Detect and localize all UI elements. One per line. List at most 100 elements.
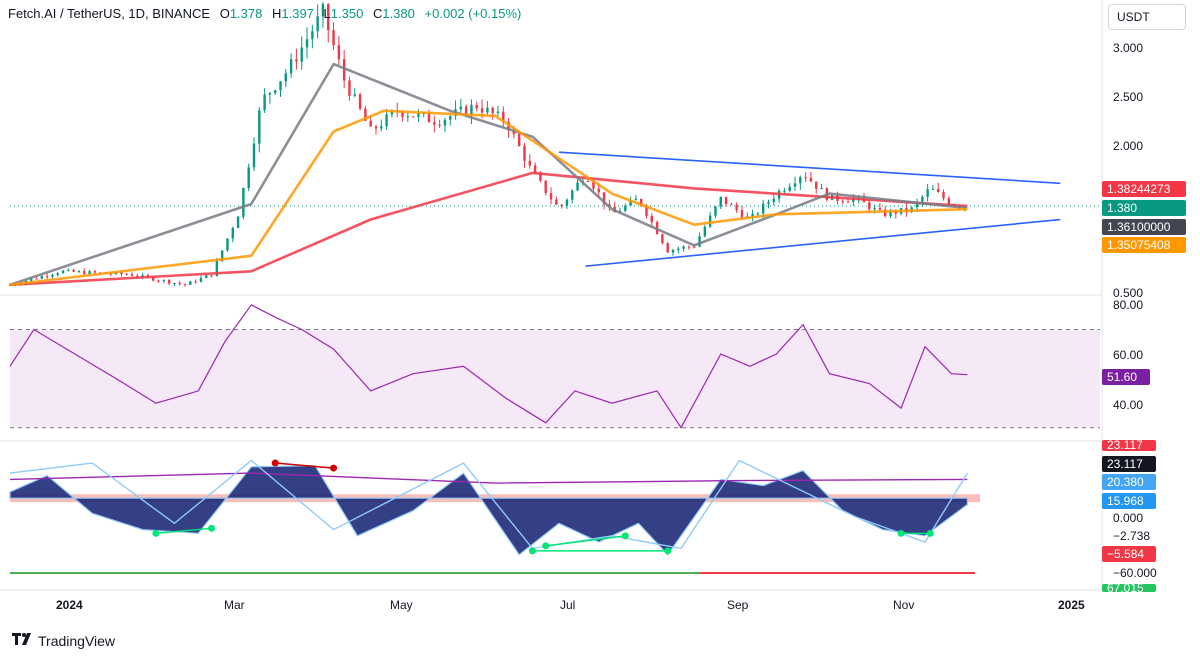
osc-value-tag: 23.117 <box>1102 440 1156 451</box>
close-value: 1.380 <box>382 6 415 21</box>
osc-value-tag: −5.584 <box>1102 546 1156 562</box>
candle-body <box>390 111 394 115</box>
candle-body <box>247 167 250 189</box>
candle-body <box>799 177 802 184</box>
candle-body <box>730 204 733 206</box>
tradingview-logo-icon <box>12 632 34 649</box>
candle-body <box>942 192 945 199</box>
candle-body <box>274 90 277 93</box>
price-tick: 2.500 <box>1113 90 1144 104</box>
candle-body <box>693 246 696 248</box>
candle-body <box>528 160 532 166</box>
candle-body <box>671 249 675 253</box>
candle-body <box>793 183 797 187</box>
candle-body <box>502 111 505 122</box>
candle-body <box>374 126 378 129</box>
candle-body <box>719 196 722 207</box>
candle-body <box>88 271 91 275</box>
candle-body <box>268 92 272 95</box>
candle-body <box>45 276 49 278</box>
candle-body <box>321 4 325 17</box>
candle-body <box>353 94 356 96</box>
candle-body <box>178 283 181 285</box>
divergence-dot <box>542 542 550 550</box>
candle-body <box>470 104 473 115</box>
candle-body <box>480 108 484 113</box>
divergence-dot <box>897 529 905 537</box>
candle-body <box>8 284 12 286</box>
divergence-dot <box>330 464 338 472</box>
candle-body <box>724 196 728 205</box>
candle-body <box>687 246 691 248</box>
candle-body <box>215 260 219 276</box>
candle-body <box>401 111 404 118</box>
osc-value-tag: 20.380 <box>1102 474 1156 490</box>
candle-body <box>846 201 850 203</box>
candle-body <box>364 108 367 121</box>
candle-body <box>592 181 595 189</box>
candle-body <box>449 116 452 120</box>
brand-footer[interactable]: TradingView <box>12 632 115 649</box>
candle-body <box>576 182 579 191</box>
rsi-tick: 60.00 <box>1113 348 1144 362</box>
candle-body <box>544 180 547 194</box>
candle-body <box>915 201 919 208</box>
osc-line <box>9 472 968 484</box>
candle-body <box>560 204 563 206</box>
candle-body <box>756 213 760 215</box>
candle-body <box>809 177 813 182</box>
candle-body <box>677 248 680 250</box>
moving-average-line <box>9 62 968 287</box>
candle-body <box>496 111 500 114</box>
candle-body <box>141 275 144 277</box>
candle-body <box>109 273 112 275</box>
ma-orange-value-tag: 1.35075408 <box>1102 237 1186 253</box>
candle-body <box>767 202 770 204</box>
brand-name: TradingView <box>38 632 116 649</box>
candle-body <box>358 94 362 109</box>
ma-red-value-tag: 1.38244273 <box>1102 181 1186 197</box>
candle-body <box>305 39 309 48</box>
price-tick: 3.000 <box>1113 41 1144 55</box>
candle-body <box>873 207 876 210</box>
candle-body <box>883 209 887 217</box>
osc-value-tag: 23.117 <box>1102 456 1156 472</box>
divergence-dot <box>664 547 672 555</box>
candle-body <box>804 177 807 179</box>
divergence-dot <box>152 529 160 537</box>
time-tick: Jul <box>560 598 576 612</box>
candle-body <box>889 210 892 217</box>
candle-body <box>348 80 351 96</box>
candle-body <box>242 188 245 217</box>
candle-body <box>459 106 463 110</box>
osc-wave-area <box>9 464 969 556</box>
osc-value-tag: 67.015 <box>1102 584 1156 592</box>
candle-body <box>220 250 224 261</box>
candle-body <box>937 188 940 193</box>
divergence-dot <box>621 532 629 540</box>
candle-body <box>735 204 738 211</box>
time-tick: Mar <box>224 598 245 612</box>
candle-body <box>205 275 208 279</box>
time-tick: Sep <box>727 598 749 612</box>
candle-body <box>167 280 171 284</box>
candle-body <box>30 278 33 281</box>
currency-button[interactable]: USDT <box>1108 4 1186 30</box>
divergence-dot <box>271 459 279 467</box>
time-tick: 2024 <box>56 598 83 612</box>
divergence-line <box>155 527 212 535</box>
candle-body <box>61 270 65 274</box>
rsi-band <box>10 329 1100 428</box>
time-tick: May <box>390 598 413 612</box>
candle-body <box>67 269 70 271</box>
candle-body <box>533 165 537 174</box>
osc-value-tag: 15.968 <box>1102 493 1156 509</box>
candle-body <box>708 215 712 227</box>
change-value: +0.002 (+0.15%) <box>424 6 522 21</box>
candle-body <box>72 269 75 272</box>
trendline <box>558 151 1061 185</box>
divergence-line <box>545 535 626 547</box>
candle-body <box>820 188 823 190</box>
candle-body <box>443 119 447 126</box>
